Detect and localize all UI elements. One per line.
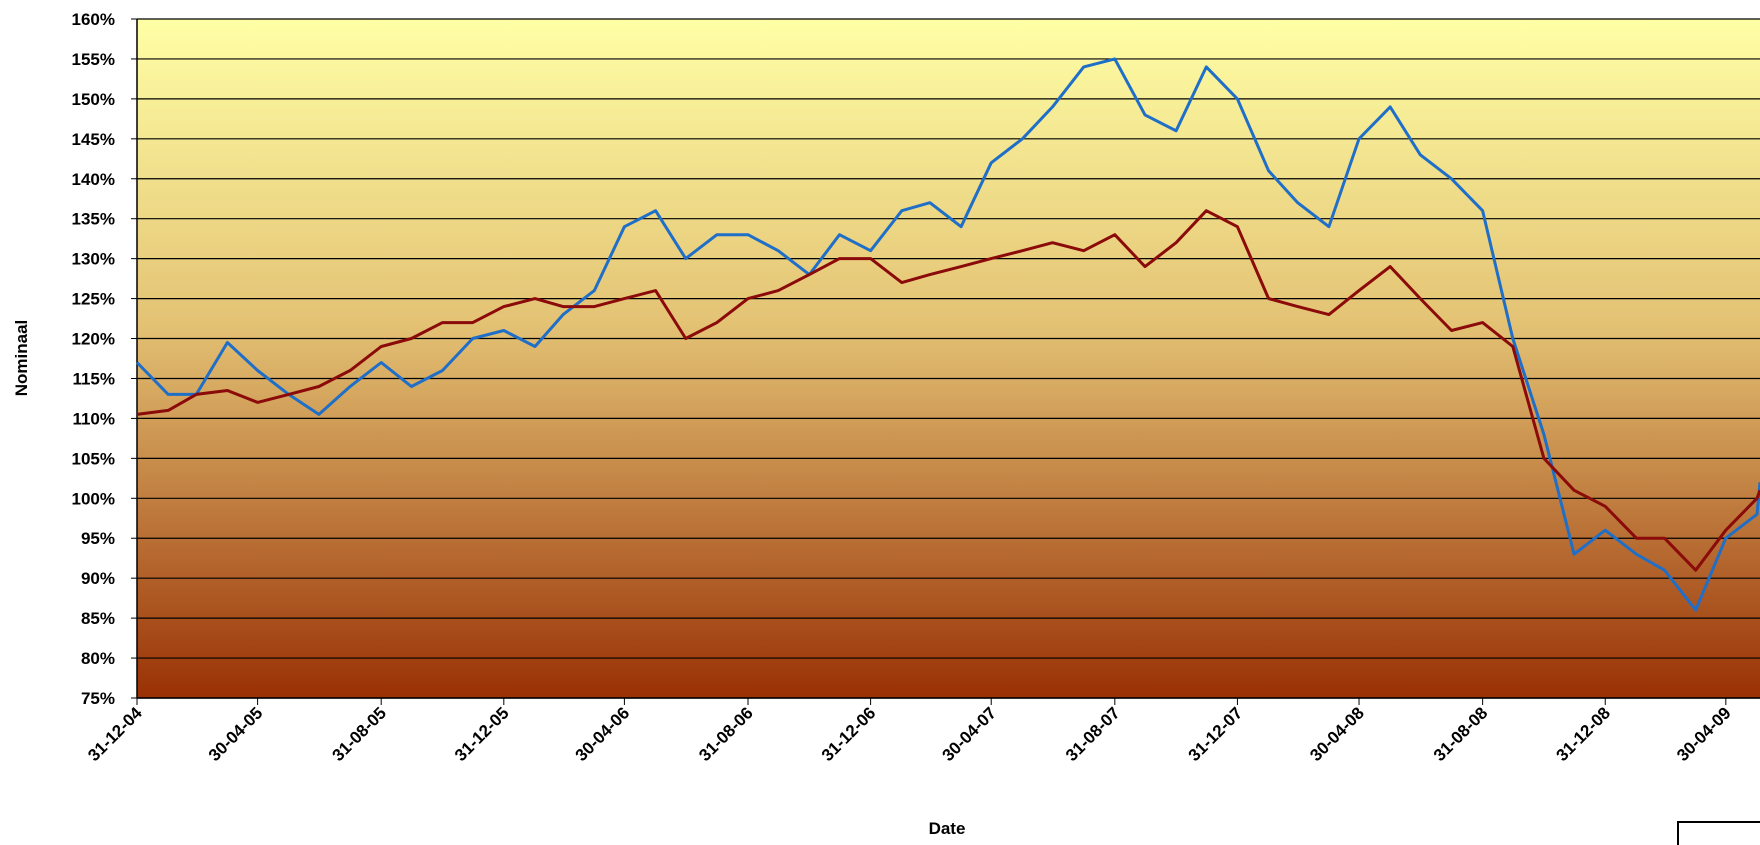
x-tick-label: 30-04-08 [1306, 703, 1368, 765]
y-tick-label: 100% [72, 489, 115, 508]
y-tick-label: 145% [72, 130, 115, 149]
y-tick-label: 130% [72, 250, 115, 269]
y-tick-label: 140% [72, 170, 115, 189]
y-tick-label: 80% [81, 649, 115, 668]
y-tick-label: 125% [72, 290, 115, 309]
y-tick-label: 135% [72, 210, 115, 229]
x-axis-label: Date [929, 819, 966, 838]
x-tick-label: 30-04-09 [1673, 703, 1735, 765]
x-tick-label: 30-04-05 [205, 703, 267, 765]
y-tick-label: 85% [81, 609, 115, 628]
plot-area [137, 19, 1760, 698]
x-tick-label: 30-04-07 [938, 703, 1000, 765]
x-tick-label: 31-08-06 [695, 703, 757, 765]
x-tick-label: 31-08-08 [1430, 703, 1492, 765]
x-tick-label: 31-12-06 [818, 703, 880, 765]
x-tick-label: 31-12-04 [84, 703, 146, 765]
y-tick-label: 95% [81, 529, 115, 548]
y-axis-label: Nominaal [12, 320, 31, 397]
y-tick-label: 120% [72, 330, 115, 349]
y-tick-label: 75% [81, 689, 115, 708]
y-tick-label: 155% [72, 50, 115, 69]
y-tick-label: 150% [72, 90, 115, 109]
x-tick-label: 31-12-05 [451, 703, 513, 765]
y-tick-label: 105% [72, 449, 115, 468]
x-tick-label: 30-04-06 [572, 703, 634, 765]
x-tick-label: 31-08-05 [328, 703, 390, 765]
x-tick-label: 31-12-07 [1185, 703, 1247, 765]
legend-box [1677, 821, 1760, 845]
y-tick-label: 110% [72, 409, 115, 428]
series-line [136, 209, 1760, 572]
y-tick-label: 160% [72, 10, 115, 29]
series-line [135, 57, 1760, 612]
x-tick-label: 31-08-07 [1062, 703, 1124, 765]
x-tick-label: 31-12-08 [1553, 703, 1615, 765]
y-tick-label: 115% [72, 369, 115, 388]
y-tick-label: 90% [81, 569, 115, 588]
